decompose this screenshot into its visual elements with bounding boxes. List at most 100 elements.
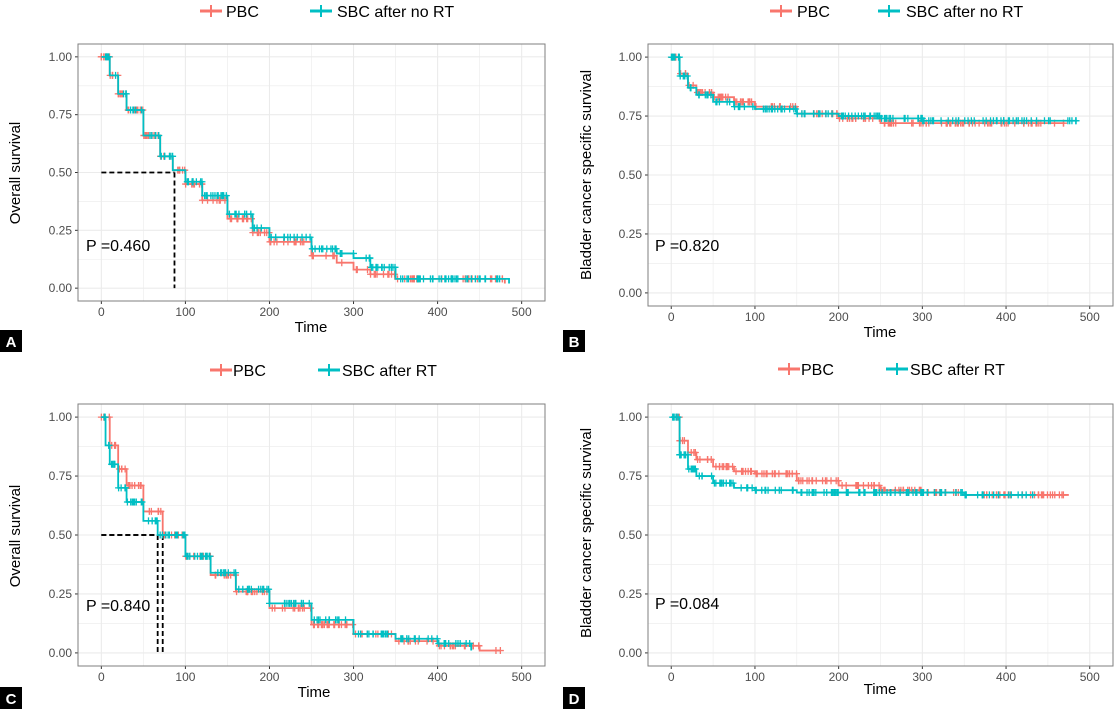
censor-mark [718,479,726,487]
censor-mark [870,481,878,489]
censor-mark [416,275,424,283]
censor-mark [331,245,339,253]
y-tick-label: 0.50 [619,528,643,542]
censor-mark [265,599,273,607]
censor-mark [370,270,378,278]
censor-mark [112,71,120,79]
censor-mark [440,639,448,647]
censor-mark [902,489,910,497]
legend-swatch-sbc [886,363,908,375]
legend-swatch-pbc [210,364,232,376]
censor-mark [1040,491,1048,499]
x-tick-label: 0 [98,305,105,319]
y-tick-label: 0.75 [619,469,643,483]
censor-mark [366,254,374,262]
x-axis-label: Time [864,681,897,698]
censor-mark [955,117,963,125]
panel-tag-label: C [6,691,17,708]
censor-mark [203,552,211,560]
censor-mark [993,117,1001,125]
y-axis-label: Overall survival [7,485,24,588]
censor-mark [962,491,970,499]
censor-mark [670,413,678,421]
censor-mark [391,270,399,278]
censor-mark [378,630,386,638]
censor-mark [315,245,323,253]
legend-label-pbc: PBC [801,362,834,379]
censor-mark [1046,117,1054,125]
censor-mark [101,413,109,421]
censor-mark [768,105,776,113]
legend-swatch-pbc [778,363,800,375]
x-axis-label: Time [864,324,897,341]
y-tick-label: 1.00 [49,50,73,64]
legend-swatch-sbc [878,5,900,17]
y-tick-label: 0.00 [619,646,643,660]
x-tick-label: 200 [259,670,279,684]
censor-mark [1005,491,1013,499]
censor-mark [225,210,233,218]
panel-tag-label: B [569,334,580,351]
panel-b: PBC SBC after no RT 0 100 200 300 400 500 0.00… [563,4,1114,352]
y-tick-label: 0.75 [49,108,73,122]
x-tick-label: 0 [668,310,675,324]
censor-mark [866,112,874,120]
x-tick-label: 100 [175,305,195,319]
censor-mark [917,114,925,122]
panel-tag-label: D [569,691,580,708]
censor-mark [790,105,798,113]
censor-mark [138,498,146,506]
y-tick-label: 0.00 [49,646,73,660]
censor-mark [226,215,234,223]
censor-mark [726,479,734,487]
censor-mark [241,210,249,218]
panel-tag: A [0,330,22,352]
censor-mark [827,477,835,485]
x-tick-label: 300 [912,310,932,324]
censor-mark [481,275,489,283]
censor-mark [788,486,796,494]
censor-mark [281,599,289,607]
y-tick-label: 1.00 [49,410,73,424]
censor-mark [886,114,894,122]
panel-tag: D [563,687,585,709]
censor-mark [181,531,189,539]
y-tick-label: 0.50 [49,528,73,542]
censor-mark [793,470,801,478]
censor-mark [260,585,268,593]
censor-mark [471,275,479,283]
censor-mark [354,630,362,638]
censor-mark [268,604,276,612]
censor-mark [147,507,155,515]
censor-mark [732,467,740,475]
censor-mark [747,467,755,475]
plot-area: 0 100 200 300 400 500 0.00 0.25 0.50 0.75 1.00 [49,43,546,319]
censor-mark [961,117,969,125]
censor-mark [496,647,504,655]
x-tick-label: 200 [259,305,279,319]
censor-mark [715,98,723,106]
censor-mark [323,621,331,629]
censor-mark [775,470,783,478]
censor-mark [152,131,160,139]
legend-label-pbc: PBC [233,363,266,380]
censor-mark [349,249,357,257]
censor-mark [466,639,474,647]
y-tick-label: 0.50 [619,168,643,182]
censor-mark [681,72,689,80]
censor-mark [744,98,752,106]
censor-mark [834,477,842,485]
censor-mark [1046,491,1054,499]
censor-mark [193,552,201,560]
censor-mark [272,233,280,241]
survival-curve-sbc-after-no-rt [671,56,1078,122]
censor-mark [816,110,824,118]
y-tick-label: 0.25 [619,227,643,241]
censor-mark [738,467,746,475]
censor-mark [970,117,978,125]
censor-mark [198,178,206,186]
censor-mark [329,252,337,260]
panel-border [647,403,1114,667]
censor-mark [404,275,412,283]
